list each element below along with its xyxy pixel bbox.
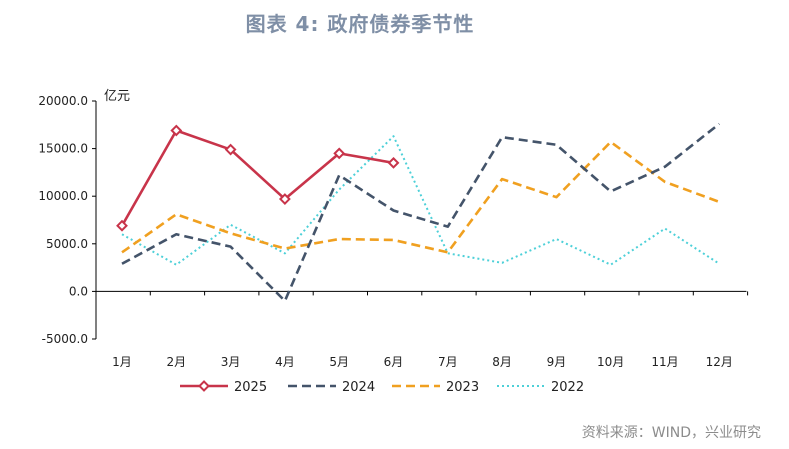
series-layer <box>116 122 721 303</box>
x-tick-label: 12月 <box>706 355 733 369</box>
axes: -5000.0 0.0 5000.0 10000.0 15000.0 20000.0 亿元 1… <box>38 89 749 369</box>
y-tick-label: 10000.0 <box>38 189 88 203</box>
data-point-2025 <box>278 193 291 205</box>
y-tick-label: -5000.0 <box>42 332 88 346</box>
legend-label-2022: 2022 <box>551 380 584 395</box>
data-point-2025 <box>333 147 346 160</box>
x-tick-label: 6月 <box>384 355 404 369</box>
series-line-2025 <box>120 129 394 227</box>
x-tick-label: 3月 <box>221 355 241 369</box>
legend-marker-2025 <box>198 380 210 392</box>
x-tick-label: 4月 <box>275 355 295 369</box>
x-tick-label: 8月 <box>492 355 512 369</box>
x-tick-label: 5月 <box>329 355 349 369</box>
y-tick-label: 0.0 <box>69 284 88 298</box>
series-line-2022 <box>121 135 720 266</box>
legend-label-2025: 2025 <box>234 380 267 395</box>
y-axis-unit-label: 亿元 <box>104 89 130 104</box>
x-tick-label: 9月 <box>547 355 567 369</box>
x-tick-label: 1月 <box>112 355 132 369</box>
legend: 2025 2024 2023 2022 <box>180 380 584 395</box>
chart-title: 图表 4: 政府债券季节性 <box>245 12 475 36</box>
source-note: 资料来源：WIND，兴业研究 <box>581 425 761 441</box>
x-tick-label: 2月 <box>166 355 186 369</box>
legend-label-2024: 2024 <box>342 380 375 395</box>
x-tick-label: 11月 <box>651 355 678 369</box>
data-point-2025 <box>224 143 237 156</box>
y-tick-label: 15000.0 <box>38 142 88 156</box>
y-tick-label: 5000.0 <box>46 237 88 251</box>
data-point-2025 <box>116 219 128 232</box>
legend-label-2023: 2023 <box>446 380 479 395</box>
data-point-2025 <box>170 124 183 137</box>
data-point-2025 <box>387 156 400 169</box>
legend-item-2024: 2024 <box>288 380 375 395</box>
x-tick-label: 7月 <box>438 355 458 369</box>
series-line-2023 <box>121 140 720 254</box>
legend-item-2025: 2025 <box>180 380 267 395</box>
legend-item-2023: 2023 <box>392 380 479 395</box>
series-2022 <box>121 135 720 266</box>
legend-item-2022: 2022 <box>497 380 584 395</box>
series-2023 <box>121 140 720 254</box>
y-tick-label: 20000.0 <box>38 94 88 108</box>
series-2024 <box>121 122 721 303</box>
x-tick-label: 10月 <box>597 355 624 369</box>
series-line-2024 <box>121 122 721 303</box>
series-2025 <box>116 124 400 232</box>
